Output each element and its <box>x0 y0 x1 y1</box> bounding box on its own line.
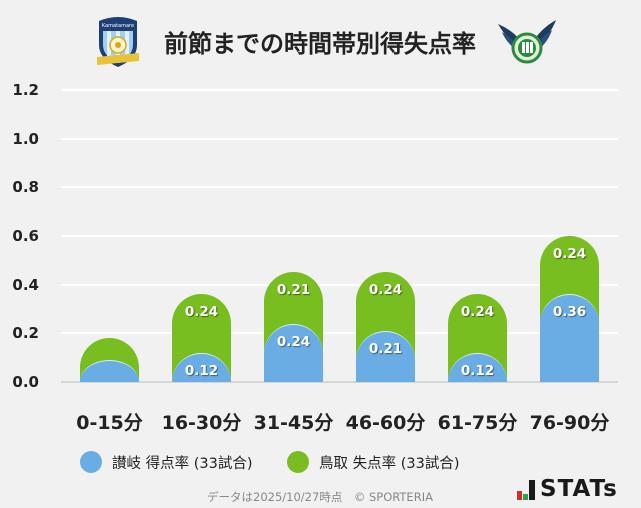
bar-value-label-sanuki: 0.12 <box>184 362 219 379</box>
bar-value-label-sanuki: 0.12 <box>460 362 495 379</box>
data-source-note: データは2025/10/27時点 © SPORTERIA <box>207 490 433 504</box>
bar-group[interactable]: 0.24 0.21 <box>356 0 415 382</box>
y-tick-label: 0.6 <box>12 226 39 245</box>
svg-text:Kamatamare: Kamatamare <box>102 23 134 29</box>
legend-item-tottori[interactable]: 鳥取 失点率 (33試合) <box>287 450 459 474</box>
bar-value-label-tottori: 0.21 <box>276 282 311 299</box>
bar-group[interactable]: 0.24 0.12 <box>172 0 231 382</box>
bar-segment-sanuki[interactable] <box>356 330 415 382</box>
y-tick-label: 1.0 <box>12 129 39 148</box>
gridline <box>61 186 618 189</box>
y-tick-label: 0.2 <box>12 324 39 343</box>
kamatamare-sanuki-crest-icon: Kamatamare <box>95 15 141 69</box>
bar-value-label-sanuki: 0.24 <box>276 333 311 350</box>
bar-value-label-tottori: 0.24 <box>460 304 495 321</box>
bar-value-label-tottori: 0.24 <box>552 245 587 262</box>
y-tick-label: 0.4 <box>12 275 39 294</box>
gridline <box>61 332 618 335</box>
legend-label-tottori: 鳥取 失点率 (33試合) <box>319 455 460 472</box>
bar-value-label-sanuki: 0.36 <box>552 304 587 321</box>
legend-item-sanuki[interactable]: 讃岐 得点率 (33試合) <box>80 450 252 474</box>
y-tick-label: 1.2 <box>12 80 39 99</box>
stats-brand-text: STATs <box>540 476 618 502</box>
bar-segment-sanuki[interactable] <box>264 323 323 382</box>
gridline <box>61 283 618 286</box>
gainare-tottori-crest-icon <box>498 20 556 66</box>
bar-group[interactable]: 0.21 0.24 <box>264 0 323 382</box>
x-tick-label: 61-75分 <box>437 412 518 434</box>
bar-group[interactable] <box>80 0 139 382</box>
page-title: 前節までの時間帯別得失点率 <box>164 30 476 58</box>
bar-value-label-tottori: 0.24 <box>368 282 403 299</box>
x-tick-label: 16-30分 <box>161 412 242 434</box>
legend-dot-green-icon <box>287 451 309 473</box>
y-tick-label: 0.8 <box>12 178 39 197</box>
gridline <box>61 137 618 140</box>
bar-group[interactable]: 0.24 0.12 <box>448 0 507 382</box>
x-tick-label: 76-90分 <box>529 412 610 434</box>
legend-dot-blue-icon <box>80 451 102 473</box>
stats-logo: STATs <box>517 476 618 502</box>
x-tick-label: 31-45分 <box>253 412 334 434</box>
x-tick-label: 46-60分 <box>345 412 426 434</box>
stats-bars-icon <box>517 480 536 500</box>
gridline <box>61 234 618 237</box>
y-tick-label: 0.0 <box>12 373 39 391</box>
bar-segment-sanuki[interactable] <box>80 360 139 382</box>
bar-group[interactable]: 0.24 0.36 <box>540 0 599 382</box>
x-axis-line <box>61 381 618 383</box>
bar-segment-sanuki[interactable] <box>540 294 599 382</box>
bar-value-label-tottori: 0.24 <box>184 304 219 321</box>
x-tick-label: 0-15分 <box>76 412 143 434</box>
gridline <box>61 88 618 91</box>
bar-value-label-sanuki: 0.21 <box>368 340 403 357</box>
legend-label-sanuki: 讃岐 得点率 (33試合) <box>112 455 253 472</box>
